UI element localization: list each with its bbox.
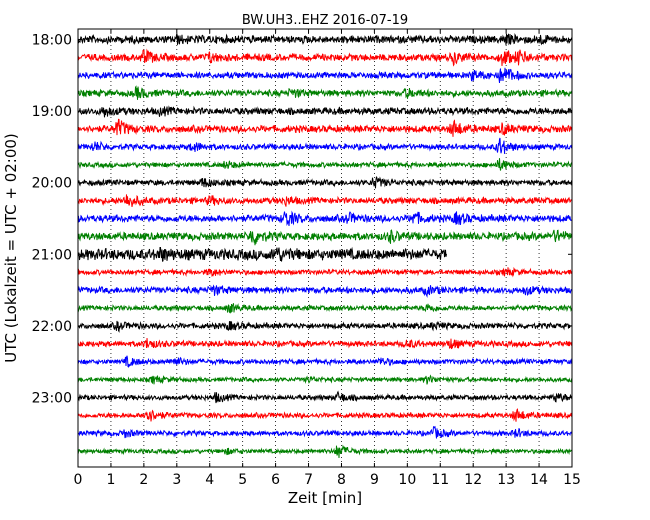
x-tick-label: 14	[530, 472, 548, 488]
x-tick-label: 8	[337, 472, 346, 488]
trace-2330	[77, 425, 573, 439]
plot-frame	[77, 28, 573, 468]
trace-2200	[77, 320, 573, 333]
trace-2130	[77, 284, 573, 299]
trace-2345	[77, 444, 573, 459]
x-tick-label: 4	[205, 472, 214, 488]
trace-2245	[77, 374, 573, 385]
trace-2215	[77, 338, 573, 350]
trace-1930	[77, 137, 573, 154]
trace-2045	[77, 229, 573, 246]
y-tick-label: 19:00	[32, 104, 72, 120]
trace-1915	[77, 118, 573, 137]
x-tick-label: 6	[271, 472, 280, 488]
y-axis-label: UTC (Lokalzeit = UTC + 02:00)	[2, 133, 20, 363]
trace-1800	[77, 33, 573, 46]
trace-2230	[77, 355, 573, 368]
chart-title: BW.UH3..EHZ 2016-07-19	[242, 13, 408, 28]
x-tick-label: 11	[431, 472, 449, 488]
trace-2115	[77, 266, 573, 278]
trace-1900	[77, 105, 573, 118]
x-tick-label: 0	[74, 472, 83, 488]
trace-2145	[77, 303, 573, 314]
y-tick-label: 21:00	[32, 247, 72, 263]
y-tick-label: 22:00	[32, 319, 72, 335]
x-tick-label: 3	[172, 472, 181, 488]
trace-2300	[77, 390, 573, 404]
trace-1945	[77, 158, 573, 171]
trace-1815	[77, 48, 573, 67]
x-tick-label: 9	[370, 472, 379, 488]
y-tick-label: 20:00	[32, 176, 72, 192]
axis-ticks	[77, 29, 573, 467]
trace-1845	[77, 85, 573, 100]
trace-2030	[77, 210, 573, 226]
x-tick-label: 10	[398, 472, 416, 488]
y-tick-label: 23:00	[32, 391, 72, 407]
trace-2315	[77, 408, 573, 422]
traces	[77, 33, 573, 459]
y-tick-label: 18:00	[32, 33, 72, 49]
trace-2100	[77, 246, 447, 262]
trace-1830	[77, 67, 573, 84]
x-axis-label: Zeit [min]	[288, 489, 362, 507]
x-tick-label: 5	[238, 472, 247, 488]
trace-2000	[77, 176, 573, 189]
trace-2015	[77, 194, 573, 207]
x-tick-label: 15	[563, 472, 581, 488]
x-tick-label: 7	[304, 472, 313, 488]
y-tick-labels: 18:00 19:00 20:00 21:00 22:00 23:00	[32, 33, 72, 407]
x-tick-label: 13	[497, 472, 515, 488]
x-tick-label: 2	[139, 472, 148, 488]
x-tick-label: 12	[464, 472, 482, 488]
x-tick-label: 1	[106, 472, 115, 488]
x-tick-labels: 0 1 2 3 4 5 6 7 8 9 10 11 12 13 14 15	[74, 472, 581, 488]
